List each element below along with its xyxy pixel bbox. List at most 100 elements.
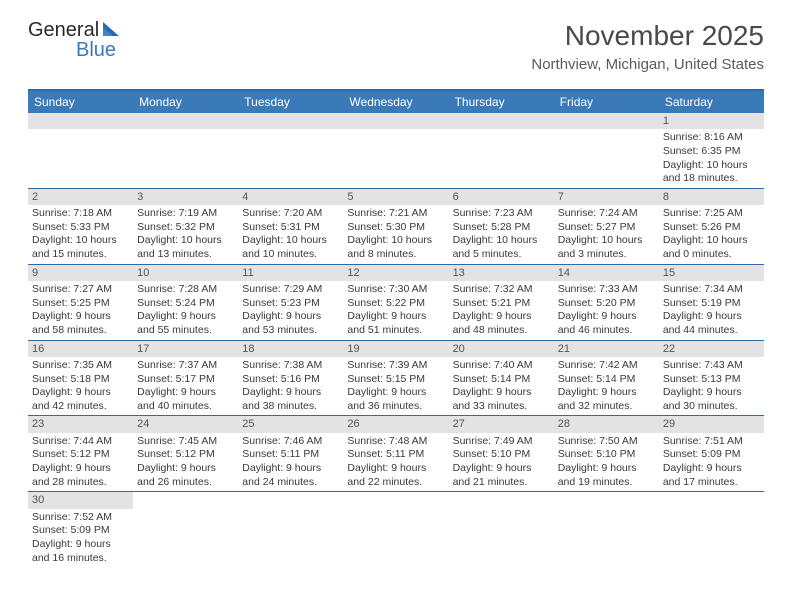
day-number: 18 [238, 341, 343, 357]
day-dl2: and 13 minutes. [137, 248, 234, 262]
calendar-day: 13Sunrise: 7:32 AMSunset: 5:21 PMDayligh… [449, 265, 554, 340]
day-sr: Sunrise: 7:44 AM [32, 435, 129, 449]
day-dl2: and 33 minutes. [453, 400, 550, 414]
calendar-day: 26Sunrise: 7:48 AMSunset: 5:11 PMDayligh… [343, 416, 448, 491]
calendar-week: 16Sunrise: 7:35 AMSunset: 5:18 PMDayligh… [28, 341, 764, 417]
day-dl2: and 24 minutes. [242, 476, 339, 490]
day-dl2: and 18 minutes. [663, 172, 760, 186]
calendar-day: 27Sunrise: 7:49 AMSunset: 5:10 PMDayligh… [449, 416, 554, 491]
page-header: General Blue November 2025 Northview, Mi… [0, 0, 792, 81]
day-number: 29 [659, 416, 764, 432]
day-number: 7 [554, 189, 659, 205]
day-dl1: Daylight: 9 hours [453, 386, 550, 400]
day-sr: Sunrise: 7:24 AM [558, 207, 655, 221]
calendar-body: 1Sunrise: 8:16 AMSunset: 6:35 PMDaylight… [28, 113, 764, 567]
calendar-day: 15Sunrise: 7:34 AMSunset: 5:19 PMDayligh… [659, 265, 764, 340]
day-dl2: and 5 minutes. [453, 248, 550, 262]
day-sr: Sunrise: 7:50 AM [558, 435, 655, 449]
day-body: Sunrise: 7:52 AMSunset: 5:09 PMDaylight:… [28, 509, 133, 568]
title-block: November 2025 Northview, Michigan, Unite… [531, 20, 764, 73]
day-sr: Sunrise: 7:30 AM [347, 283, 444, 297]
day-body: Sunrise: 7:44 AMSunset: 5:12 PMDaylight:… [28, 433, 133, 492]
day-dl2: and 58 minutes. [32, 324, 129, 338]
day-sr: Sunrise: 7:23 AM [453, 207, 550, 221]
day-number: 16 [28, 341, 133, 357]
day-number: 21 [554, 341, 659, 357]
day-body: Sunrise: 7:18 AMSunset: 5:33 PMDaylight:… [28, 205, 133, 264]
calendar-day: 19Sunrise: 7:39 AMSunset: 5:15 PMDayligh… [343, 341, 448, 416]
calendar-day: 20Sunrise: 7:40 AMSunset: 5:14 PMDayligh… [449, 341, 554, 416]
day-number: 14 [554, 265, 659, 281]
day-dl1: Daylight: 9 hours [32, 386, 129, 400]
day-ss: Sunset: 5:33 PM [32, 221, 129, 235]
day-number: 28 [554, 416, 659, 432]
day-ss: Sunset: 5:15 PM [347, 373, 444, 387]
day-sr: Sunrise: 7:21 AM [347, 207, 444, 221]
day-dl1: Daylight: 10 hours [32, 234, 129, 248]
day-body: Sunrise: 7:46 AMSunset: 5:11 PMDaylight:… [238, 433, 343, 492]
calendar-day: 11Sunrise: 7:29 AMSunset: 5:23 PMDayligh… [238, 265, 343, 340]
calendar-day: 17Sunrise: 7:37 AMSunset: 5:17 PMDayligh… [133, 341, 238, 416]
day-sr: Sunrise: 8:16 AM [663, 131, 760, 145]
day-dl2: and 38 minutes. [242, 400, 339, 414]
weekday-header: Tuesday [238, 91, 343, 113]
day-dl1: Daylight: 9 hours [137, 310, 234, 324]
day-dl2: and 21 minutes. [453, 476, 550, 490]
day-sr: Sunrise: 7:45 AM [137, 435, 234, 449]
calendar-day [449, 492, 554, 567]
month-title: November 2025 [531, 20, 764, 52]
day-ss: Sunset: 5:10 PM [558, 448, 655, 462]
calendar-day [554, 113, 659, 188]
day-dl2: and 40 minutes. [137, 400, 234, 414]
day-body: Sunrise: 7:51 AMSunset: 5:09 PMDaylight:… [659, 433, 764, 492]
logo: General Blue [28, 20, 123, 62]
day-dl1: Daylight: 10 hours [242, 234, 339, 248]
day-body: Sunrise: 7:37 AMSunset: 5:17 PMDaylight:… [133, 357, 238, 416]
day-dl1: Daylight: 9 hours [242, 310, 339, 324]
day-dl1: Daylight: 9 hours [137, 462, 234, 476]
day-dl1: Daylight: 9 hours [347, 310, 444, 324]
day-dl2: and 16 minutes. [32, 552, 129, 566]
day-number: 15 [659, 265, 764, 281]
day-number: 19 [343, 341, 448, 357]
day-dl2: and 46 minutes. [558, 324, 655, 338]
calendar-day: 12Sunrise: 7:30 AMSunset: 5:22 PMDayligh… [343, 265, 448, 340]
weekday-header-row: SundayMondayTuesdayWednesdayThursdayFrid… [28, 91, 764, 113]
calendar-day: 7Sunrise: 7:24 AMSunset: 5:27 PMDaylight… [554, 189, 659, 264]
day-body: Sunrise: 7:40 AMSunset: 5:14 PMDaylight:… [449, 357, 554, 416]
day-ss: Sunset: 5:11 PM [242, 448, 339, 462]
day-number: 23 [28, 416, 133, 432]
day-number: 22 [659, 341, 764, 357]
day-ss: Sunset: 5:12 PM [137, 448, 234, 462]
day-sr: Sunrise: 7:48 AM [347, 435, 444, 449]
day-body: Sunrise: 7:49 AMSunset: 5:10 PMDaylight:… [449, 433, 554, 492]
day-dl1: Daylight: 10 hours [347, 234, 444, 248]
calendar-day [238, 113, 343, 188]
day-ss: Sunset: 5:09 PM [32, 524, 129, 538]
day-number [133, 113, 238, 129]
day-dl1: Daylight: 9 hours [663, 386, 760, 400]
day-dl1: Daylight: 9 hours [32, 462, 129, 476]
logo-text-1: General [28, 19, 99, 41]
day-sr: Sunrise: 7:32 AM [453, 283, 550, 297]
day-number [343, 113, 448, 129]
day-dl2: and 44 minutes. [663, 324, 760, 338]
day-sr: Sunrise: 7:18 AM [32, 207, 129, 221]
day-dl2: and 19 minutes. [558, 476, 655, 490]
calendar-day [133, 113, 238, 188]
day-dl2: and 28 minutes. [32, 476, 129, 490]
day-ss: Sunset: 5:26 PM [663, 221, 760, 235]
day-sr: Sunrise: 7:43 AM [663, 359, 760, 373]
day-ss: Sunset: 5:22 PM [347, 297, 444, 311]
day-ss: Sunset: 5:16 PM [242, 373, 339, 387]
calendar: SundayMondayTuesdayWednesdayThursdayFrid… [28, 89, 764, 567]
day-sr: Sunrise: 7:19 AM [137, 207, 234, 221]
day-ss: Sunset: 5:11 PM [347, 448, 444, 462]
calendar-day: 22Sunrise: 7:43 AMSunset: 5:13 PMDayligh… [659, 341, 764, 416]
calendar-day: 30Sunrise: 7:52 AMSunset: 5:09 PMDayligh… [28, 492, 133, 567]
day-ss: Sunset: 5:19 PM [663, 297, 760, 311]
calendar-day: 8Sunrise: 7:25 AMSunset: 5:26 PMDaylight… [659, 189, 764, 264]
weekday-header: Saturday [659, 91, 764, 113]
day-dl2: and 36 minutes. [347, 400, 444, 414]
day-dl2: and 42 minutes. [32, 400, 129, 414]
